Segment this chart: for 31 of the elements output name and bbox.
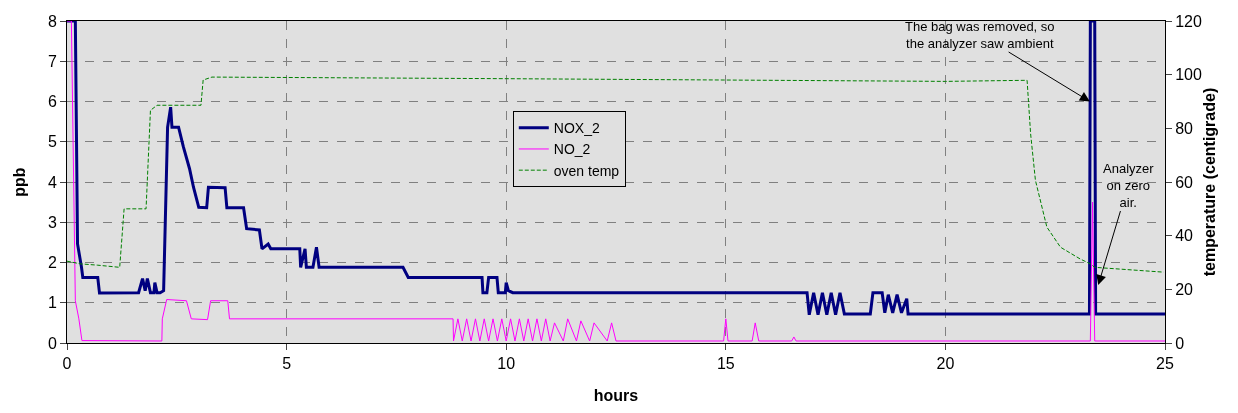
- y2-tick-label: 100: [1175, 66, 1202, 84]
- y-axis-title: ppb: [11, 167, 28, 197]
- y-tick-label: 6: [47, 93, 57, 111]
- y-tick-label: 4: [47, 173, 57, 191]
- legend-label: oven temp: [553, 162, 620, 179]
- y-tick-label: 0: [47, 334, 57, 352]
- y-tick-label: 7: [47, 52, 57, 70]
- x-tick-label: 15: [716, 355, 735, 373]
- x-tick-label: 20: [936, 355, 955, 373]
- y2-tick-label: 60: [1175, 173, 1194, 191]
- y2-tick-label: 80: [1175, 119, 1194, 137]
- y2-tick-label: 20: [1175, 280, 1194, 298]
- y-tick-label: 5: [47, 133, 57, 151]
- x-tick-label: 10: [497, 355, 516, 373]
- line-series: [67, 76, 1165, 273]
- y2-axis-title: temperature (centigrade): [1201, 87, 1218, 277]
- annotation: Analyzer on zero air.: [1103, 161, 1155, 210]
- legend-label: NO_2: [553, 141, 591, 158]
- x-tick-label: 5: [282, 355, 292, 373]
- y2-tick-label: 0: [1175, 334, 1185, 352]
- annotation: The bag was removed, so the analyzer saw ambient: [905, 19, 1055, 51]
- y2-tick-label: 40: [1175, 227, 1194, 245]
- y2-tick-label: 120: [1175, 12, 1202, 30]
- y-tick-label: 1: [47, 294, 57, 312]
- y-tick-label: 3: [47, 213, 57, 231]
- y-tick-label: 8: [47, 12, 57, 30]
- legend-label: NOX_2: [553, 120, 600, 137]
- x-axis-title: hours: [593, 387, 639, 404]
- x-tick-label: 25: [1156, 355, 1174, 373]
- x-tick-label: 0: [62, 355, 72, 373]
- y-tick-label: 2: [47, 254, 57, 272]
